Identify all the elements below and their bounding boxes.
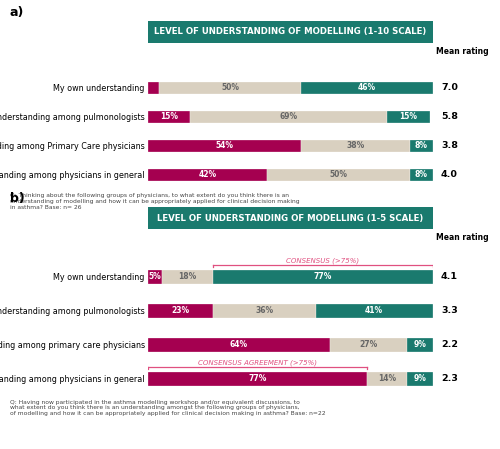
Bar <box>267 169 410 181</box>
Text: 9%: 9% <box>413 374 426 383</box>
Text: 27%: 27% <box>359 340 378 349</box>
Text: 15%: 15% <box>160 112 178 121</box>
Text: 64%: 64% <box>230 340 248 349</box>
Text: 15%: 15% <box>400 112 417 121</box>
Text: 77%: 77% <box>314 273 332 282</box>
Text: b): b) <box>10 192 25 205</box>
Bar <box>407 338 432 352</box>
Text: 41%: 41% <box>365 306 383 315</box>
Text: 50%: 50% <box>221 84 239 92</box>
Legend: Poor (1-2), Moderate (3), Good (4-5): Poor (1-2), Moderate (3), Good (4-5) <box>176 238 358 247</box>
Text: 50%: 50% <box>330 170 347 179</box>
Bar <box>330 338 407 352</box>
Text: Mean rating: Mean rating <box>436 47 489 56</box>
Text: CONSENSUS AGREEMENT (>75%): CONSENSUS AGREEMENT (>75%) <box>198 359 316 366</box>
Text: 4.1: 4.1 <box>441 273 458 282</box>
Text: LEVEL OF UNDERSTANDING OF MODELLING (1-5 SCALE): LEVEL OF UNDERSTANDING OF MODELLING (1-5… <box>157 214 423 223</box>
Text: 14%: 14% <box>378 374 396 383</box>
Text: 77%: 77% <box>248 374 266 383</box>
Text: 3.8: 3.8 <box>441 141 458 150</box>
Bar <box>148 111 190 123</box>
Text: LEVEL OF UNDERSTANDING OF MODELLING (1-10 SCALE): LEVEL OF UNDERSTANDING OF MODELLING (1-1… <box>154 27 426 36</box>
Bar <box>213 270 432 284</box>
Bar <box>302 82 432 94</box>
Text: a): a) <box>10 6 24 19</box>
Text: 18%: 18% <box>178 273 196 282</box>
Text: 9%: 9% <box>413 340 426 349</box>
Bar <box>213 304 316 318</box>
Text: 69%: 69% <box>280 112 297 121</box>
Bar <box>162 270 213 284</box>
Text: 36%: 36% <box>256 306 274 315</box>
Bar <box>148 82 159 94</box>
Text: Q: Having now participated in the asthma modelling workshop and/or equivalent di: Q: Having now participated in the asthma… <box>10 400 326 416</box>
Bar <box>410 140 432 152</box>
Bar <box>148 270 162 284</box>
Bar <box>190 111 387 123</box>
Text: 2.3: 2.3 <box>441 374 458 383</box>
Text: 2.2: 2.2 <box>441 340 458 349</box>
Text: 23%: 23% <box>171 306 190 315</box>
Bar <box>407 372 432 386</box>
Bar <box>148 338 330 352</box>
Legend: Poor (1-3), Moderate (4-7), Very good (8-10): Poor (1-3), Moderate (4-7), Very good (8… <box>161 52 374 61</box>
Bar <box>148 169 267 181</box>
Bar <box>148 372 367 386</box>
Text: 3.3: 3.3 <box>441 306 458 315</box>
Text: 8%: 8% <box>414 141 428 150</box>
Bar <box>148 140 302 152</box>
Bar <box>387 111 430 123</box>
Bar <box>148 304 213 318</box>
Text: 54%: 54% <box>216 141 234 150</box>
Text: 7.0: 7.0 <box>441 84 458 92</box>
Bar <box>410 169 432 181</box>
Bar <box>159 82 302 94</box>
Text: Q: Thinking about the following groups of physicians, to what extent do you thin: Q: Thinking about the following groups o… <box>10 193 300 210</box>
Bar <box>316 304 432 318</box>
Text: Mean rating: Mean rating <box>436 233 489 242</box>
Text: 42%: 42% <box>198 170 216 179</box>
Text: CONSENSUS (>75%): CONSENSUS (>75%) <box>286 257 360 264</box>
Text: 46%: 46% <box>358 84 376 92</box>
Text: 4.0: 4.0 <box>441 170 458 179</box>
Text: 5%: 5% <box>148 273 161 282</box>
Text: 5.8: 5.8 <box>441 112 458 121</box>
Text: 8%: 8% <box>414 170 428 179</box>
Text: 38%: 38% <box>346 141 364 150</box>
Bar <box>302 140 410 152</box>
Bar <box>367 372 407 386</box>
